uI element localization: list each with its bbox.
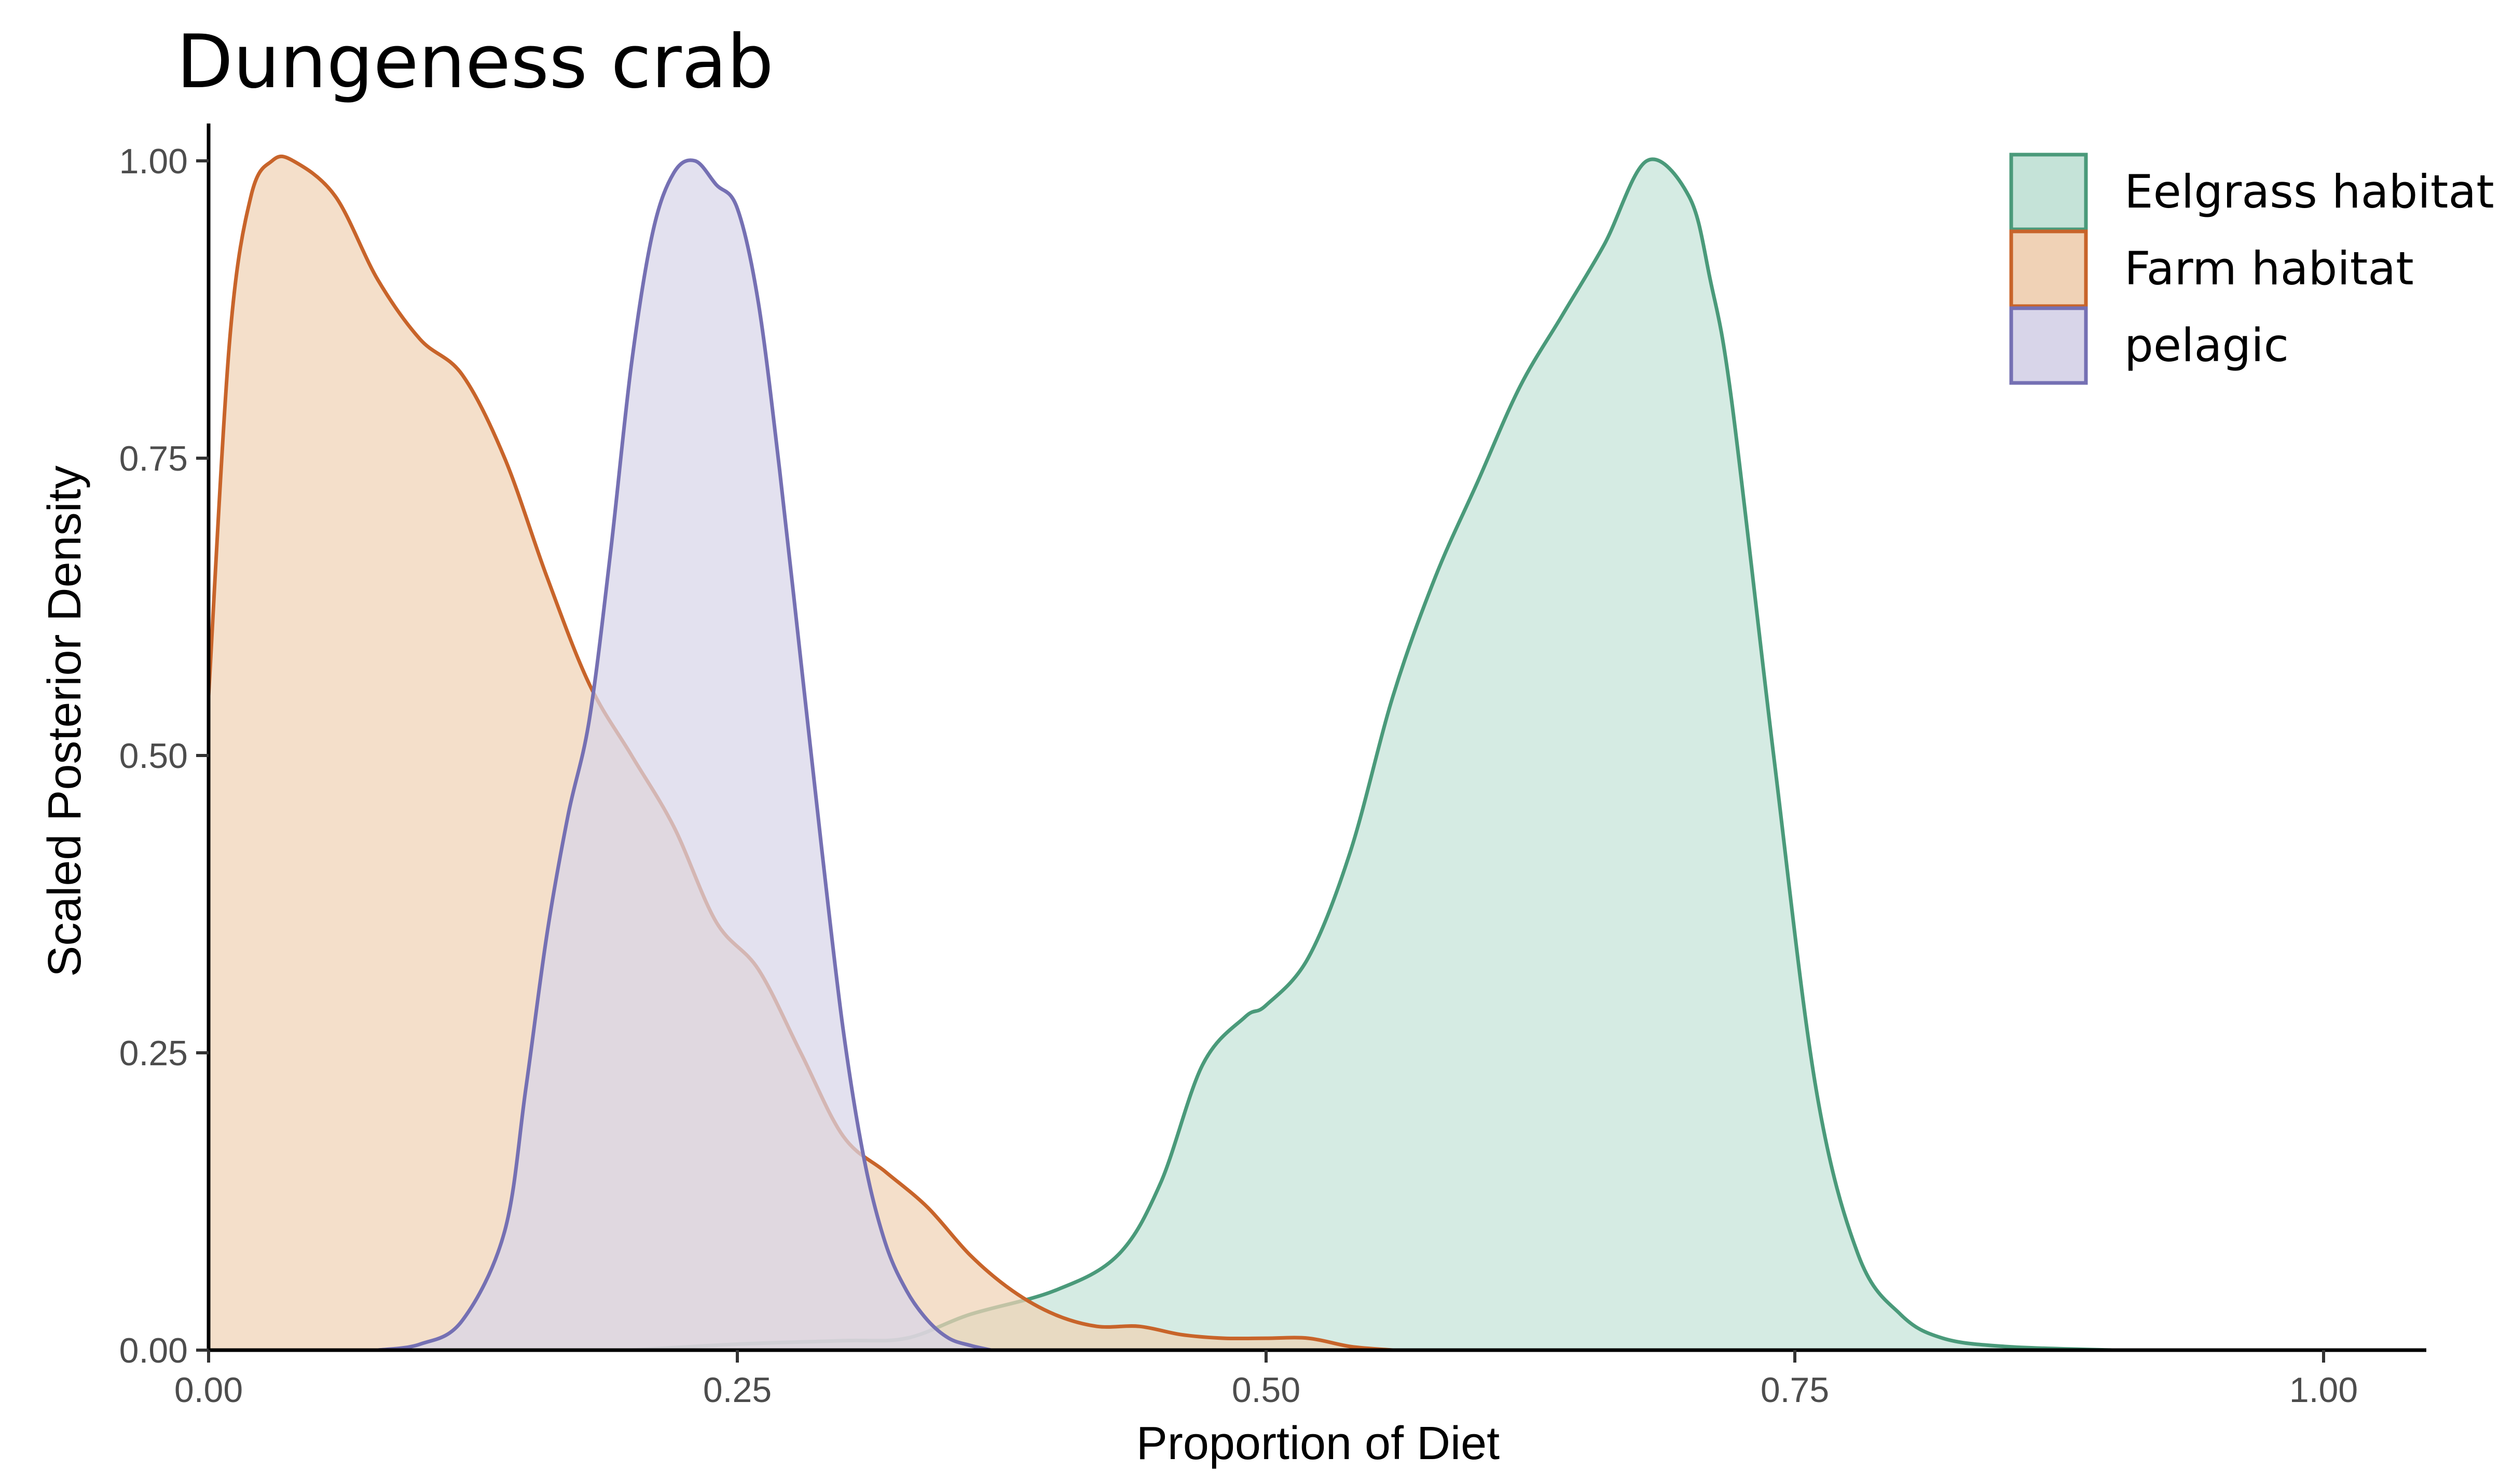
x-tick-label: 0.25 [703, 1370, 772, 1410]
series-area-farm-habitat [209, 156, 1393, 1350]
legend-label-eelgrass-habitat: Eelgrass habitat [2124, 165, 2494, 218]
x-tick-label: 0.75 [1761, 1370, 1829, 1410]
y-tick-label: 0.75 [119, 439, 188, 478]
y-tick-label: 0.50 [119, 736, 188, 776]
series-line-pelagic [377, 158, 992, 1352]
x-tick-label: 1.00 [2289, 1370, 2358, 1410]
tick-layer: 0.00 0.25 0.50 0.75 1.00 0.00 0.25 0.50 0.75 1.00 [119, 142, 2358, 1410]
axis-layer [207, 123, 2426, 1352]
y-tick-label: 1.00 [119, 142, 188, 181]
chart-title: Dungeness crab [176, 19, 774, 105]
y-tick-label: 0.25 [119, 1034, 188, 1073]
series-area-eelgrass-habitat [631, 159, 2112, 1351]
legend-key-pelagic [2009, 306, 2088, 385]
series-layer [207, 154, 2112, 1352]
y-axis-title: Scaled Posterior Density [39, 465, 91, 977]
legend-key-farm-habitat [2009, 229, 2088, 308]
legend-label-pelagic: pelagic [2124, 319, 2289, 372]
x-tick-label: 0.50 [1232, 1370, 1300, 1410]
legend-label-farm-habitat: Farm habitat [2124, 242, 2414, 295]
legend-key-eelgrass-habitat [2009, 153, 2088, 231]
series-line-eelgrass-habitat [631, 157, 2112, 1352]
x-tick-label: 0.00 [174, 1370, 243, 1410]
y-tick-label: 0.00 [119, 1331, 188, 1370]
x-axis-title: Proportion of Diet [1136, 1418, 1500, 1469]
legend: Eelgrass habitat Farm habitat pelagic [2009, 153, 2494, 385]
